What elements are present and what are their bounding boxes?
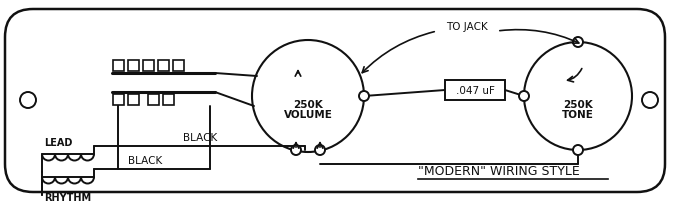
Text: BLACK: BLACK (128, 155, 162, 165)
Circle shape (519, 91, 529, 102)
Circle shape (359, 91, 369, 102)
FancyBboxPatch shape (5, 10, 665, 192)
FancyBboxPatch shape (113, 61, 123, 72)
Circle shape (573, 145, 583, 155)
Text: RHYTHM: RHYTHM (44, 192, 91, 202)
Circle shape (573, 38, 583, 48)
Text: "MODERN" WIRING STYLE: "MODERN" WIRING STYLE (418, 165, 580, 178)
Circle shape (642, 92, 658, 109)
Text: 250K: 250K (563, 99, 593, 109)
Circle shape (315, 145, 325, 155)
Text: LEAD: LEAD (44, 137, 73, 147)
FancyBboxPatch shape (157, 61, 169, 72)
Text: BLACK: BLACK (183, 132, 217, 142)
FancyBboxPatch shape (113, 95, 123, 105)
Text: TO JACK: TO JACK (446, 22, 488, 32)
FancyBboxPatch shape (127, 95, 138, 105)
FancyBboxPatch shape (445, 81, 505, 101)
Circle shape (20, 92, 36, 109)
FancyBboxPatch shape (163, 95, 174, 105)
Text: TONE: TONE (562, 109, 594, 119)
Text: 250K: 250K (293, 99, 323, 109)
FancyBboxPatch shape (142, 61, 153, 72)
Text: .047 uF: .047 uF (456, 85, 494, 96)
FancyBboxPatch shape (148, 95, 159, 105)
FancyBboxPatch shape (127, 61, 138, 72)
FancyBboxPatch shape (172, 61, 184, 72)
Circle shape (291, 145, 301, 155)
Text: VOLUME: VOLUME (283, 109, 332, 119)
